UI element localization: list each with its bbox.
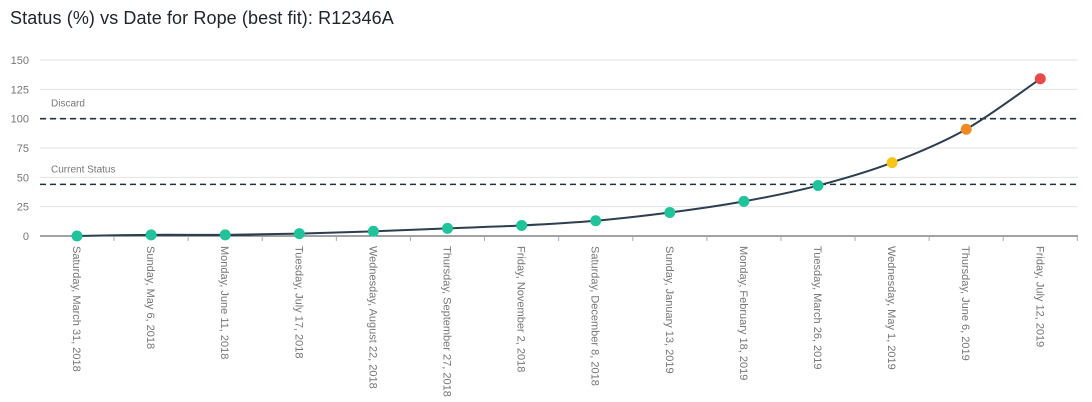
x-tick-label: Sunday, May 6, 2018 (144, 246, 156, 349)
data-point[interactable] (590, 215, 602, 227)
data-point[interactable] (738, 195, 750, 207)
x-tick-label: Monday, February 18, 2019 (737, 246, 749, 380)
reference-line-label: Current Status (51, 164, 115, 175)
data-point[interactable] (886, 157, 898, 169)
data-point[interactable] (442, 222, 453, 234)
data-point[interactable] (516, 219, 528, 231)
data-point[interactable] (71, 230, 83, 242)
chart-title: Status (%) vs Date for Rope (best fit): … (10, 8, 394, 28)
x-tick-label: Thursday, June 6, 2019 (959, 246, 971, 361)
x-tick-label: Saturday, March 31, 2018 (70, 246, 82, 372)
y-tick-label: 125 (11, 84, 29, 96)
data-point[interactable] (812, 180, 824, 192)
x-tick-label: Tuesday, March 26, 2019 (811, 246, 823, 370)
y-tick-label: 100 (11, 114, 29, 126)
x-tick-label: Friday, July 12, 2019 (1033, 246, 1045, 347)
x-tick-label: Sunday, January 13, 2019 (663, 246, 675, 374)
data-point[interactable] (293, 228, 305, 240)
y-tick-label: 0 (23, 231, 29, 243)
data-point[interactable] (219, 229, 231, 241)
x-tick-label: Tuesday, July 17, 2018 (292, 246, 304, 359)
x-tick-label: Friday, November 2, 2018 (515, 246, 527, 372)
x-tick-label: Wednesday, May 1, 2019 (885, 246, 897, 370)
x-tick-label: Saturday, December 8, 2018 (589, 246, 601, 386)
data-point[interactable] (1034, 73, 1046, 85)
x-tick-label: Thursday, September 27, 2018 (441, 246, 453, 397)
x-tick-label: Monday, June 11, 2018 (218, 246, 230, 359)
x-tick-label: Wednesday, August 22, 2018 (366, 246, 378, 389)
y-tick-label: 25 (17, 202, 29, 214)
data-point[interactable] (960, 123, 972, 135)
series-line (76, 77, 1041, 237)
data-point[interactable] (367, 225, 379, 237)
data-point[interactable] (664, 207, 676, 219)
y-tick-label: 75 (17, 143, 29, 155)
reference-line-label: Discard (51, 99, 85, 110)
data-point[interactable] (145, 229, 157, 241)
y-tick-label: 50 (17, 172, 29, 184)
y-tick-label: 150 (11, 55, 29, 67)
